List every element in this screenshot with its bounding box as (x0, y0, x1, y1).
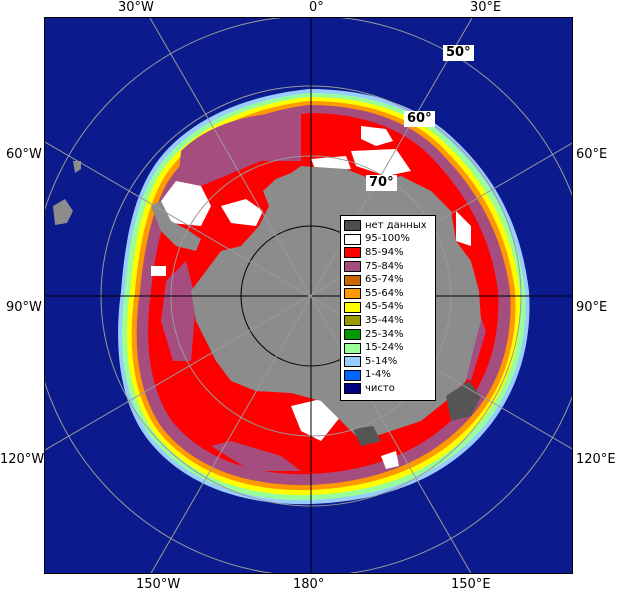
legend-item: чисто (344, 382, 432, 396)
ice-patch-white-4 (351, 149, 411, 176)
graticule (45, 18, 572, 573)
legend-label: 95-100% (365, 233, 410, 245)
legend-swatch (344, 233, 361, 245)
lon-label-180: 180° (293, 577, 325, 592)
lon-label-0-top: 0° (309, 0, 324, 15)
legend-item: нет данных (344, 219, 432, 233)
lat-label-60: 60° (404, 111, 435, 127)
legend-swatch (344, 247, 361, 259)
legend-item: 85-94% (344, 246, 432, 260)
legend-label: 25-34% (365, 328, 404, 340)
legend-item: 1-4% (344, 369, 432, 383)
legend-item: 35-44% (344, 314, 432, 328)
legend-label: 45-54% (365, 301, 404, 313)
lon-label-120w: 120°W (0, 452, 45, 467)
antarctic-peninsula (151, 201, 201, 251)
ice-patch-white-5 (311, 156, 351, 171)
ice-patch-ross (211, 441, 301, 471)
ice-patch-white-1 (161, 181, 211, 226)
ice-patch-white-6 (456, 211, 471, 246)
legend-swatch (344, 261, 361, 273)
legend-swatch (344, 329, 361, 341)
legend-swatch (344, 356, 361, 368)
ice-patch-white-2 (221, 199, 263, 226)
legend-label: 35-44% (365, 314, 404, 326)
ice-patch-white-9 (381, 451, 399, 469)
falkland-area (53, 199, 73, 225)
lon-label-120e: 120°E (576, 452, 616, 467)
sea-ice-map (44, 17, 573, 574)
lon-label-30e-top: 30°E (470, 0, 502, 15)
legend-swatch (344, 274, 361, 286)
ice-patch-weddell (176, 112, 301, 201)
ice-patch-white-8 (151, 266, 166, 276)
legend-swatch (344, 315, 361, 327)
ice-patch-white-7 (291, 399, 341, 441)
land-dark-edge-2 (353, 426, 381, 446)
meridian-60e-120w (45, 142, 572, 451)
legend-item: 95-100% (344, 233, 432, 247)
south-america-coast (73, 161, 81, 173)
legend-item: 45-54% (344, 301, 432, 315)
concentration-legend: нет данных 95-100% 85-94% 75-84% 65-74% 55-64… (340, 215, 436, 401)
lon-label-60w: 60°W (6, 147, 42, 162)
lon-label-150e: 150°E (451, 577, 491, 592)
lon-label-60e: 60°E (576, 147, 608, 162)
map-canvas (45, 18, 572, 573)
legend-item: 15-24% (344, 341, 432, 355)
legend-item: 25-34% (344, 328, 432, 342)
legend-swatch (344, 288, 361, 300)
legend-label: 5-14% (365, 355, 398, 367)
legend-label: 15-24% (365, 342, 404, 354)
legend-swatch (344, 342, 361, 354)
legend-item: 5-14% (344, 355, 432, 369)
legend-label: 55-64% (365, 287, 404, 299)
legend-swatch (344, 220, 361, 232)
lon-label-90e: 90°E (576, 300, 608, 315)
legend-label: 65-74% (365, 274, 404, 286)
legend-swatch (344, 369, 361, 381)
legend-item: 65-74% (344, 273, 432, 287)
ice-patch-bellingshausen (161, 261, 196, 361)
legend-item: 75-84% (344, 260, 432, 274)
legend-label: нет данных (365, 219, 427, 231)
ice-patch-white-3 (361, 126, 393, 146)
legend-label: 85-94% (365, 246, 404, 258)
legend-item: 55-64% (344, 287, 432, 301)
lat-label-50: 50° (443, 45, 474, 61)
legend-label: чисто (365, 382, 395, 394)
legend-swatch (344, 301, 361, 313)
legend-label: 1-4% (365, 369, 391, 381)
lon-label-150w: 150°W (136, 577, 181, 592)
lon-label-90w: 90°W (6, 300, 42, 315)
legend-swatch (344, 383, 361, 395)
legend-label: 75-84% (365, 260, 404, 272)
lat-label-70: 70° (366, 175, 397, 191)
lon-label-30w-top: 30°W (118, 0, 154, 15)
